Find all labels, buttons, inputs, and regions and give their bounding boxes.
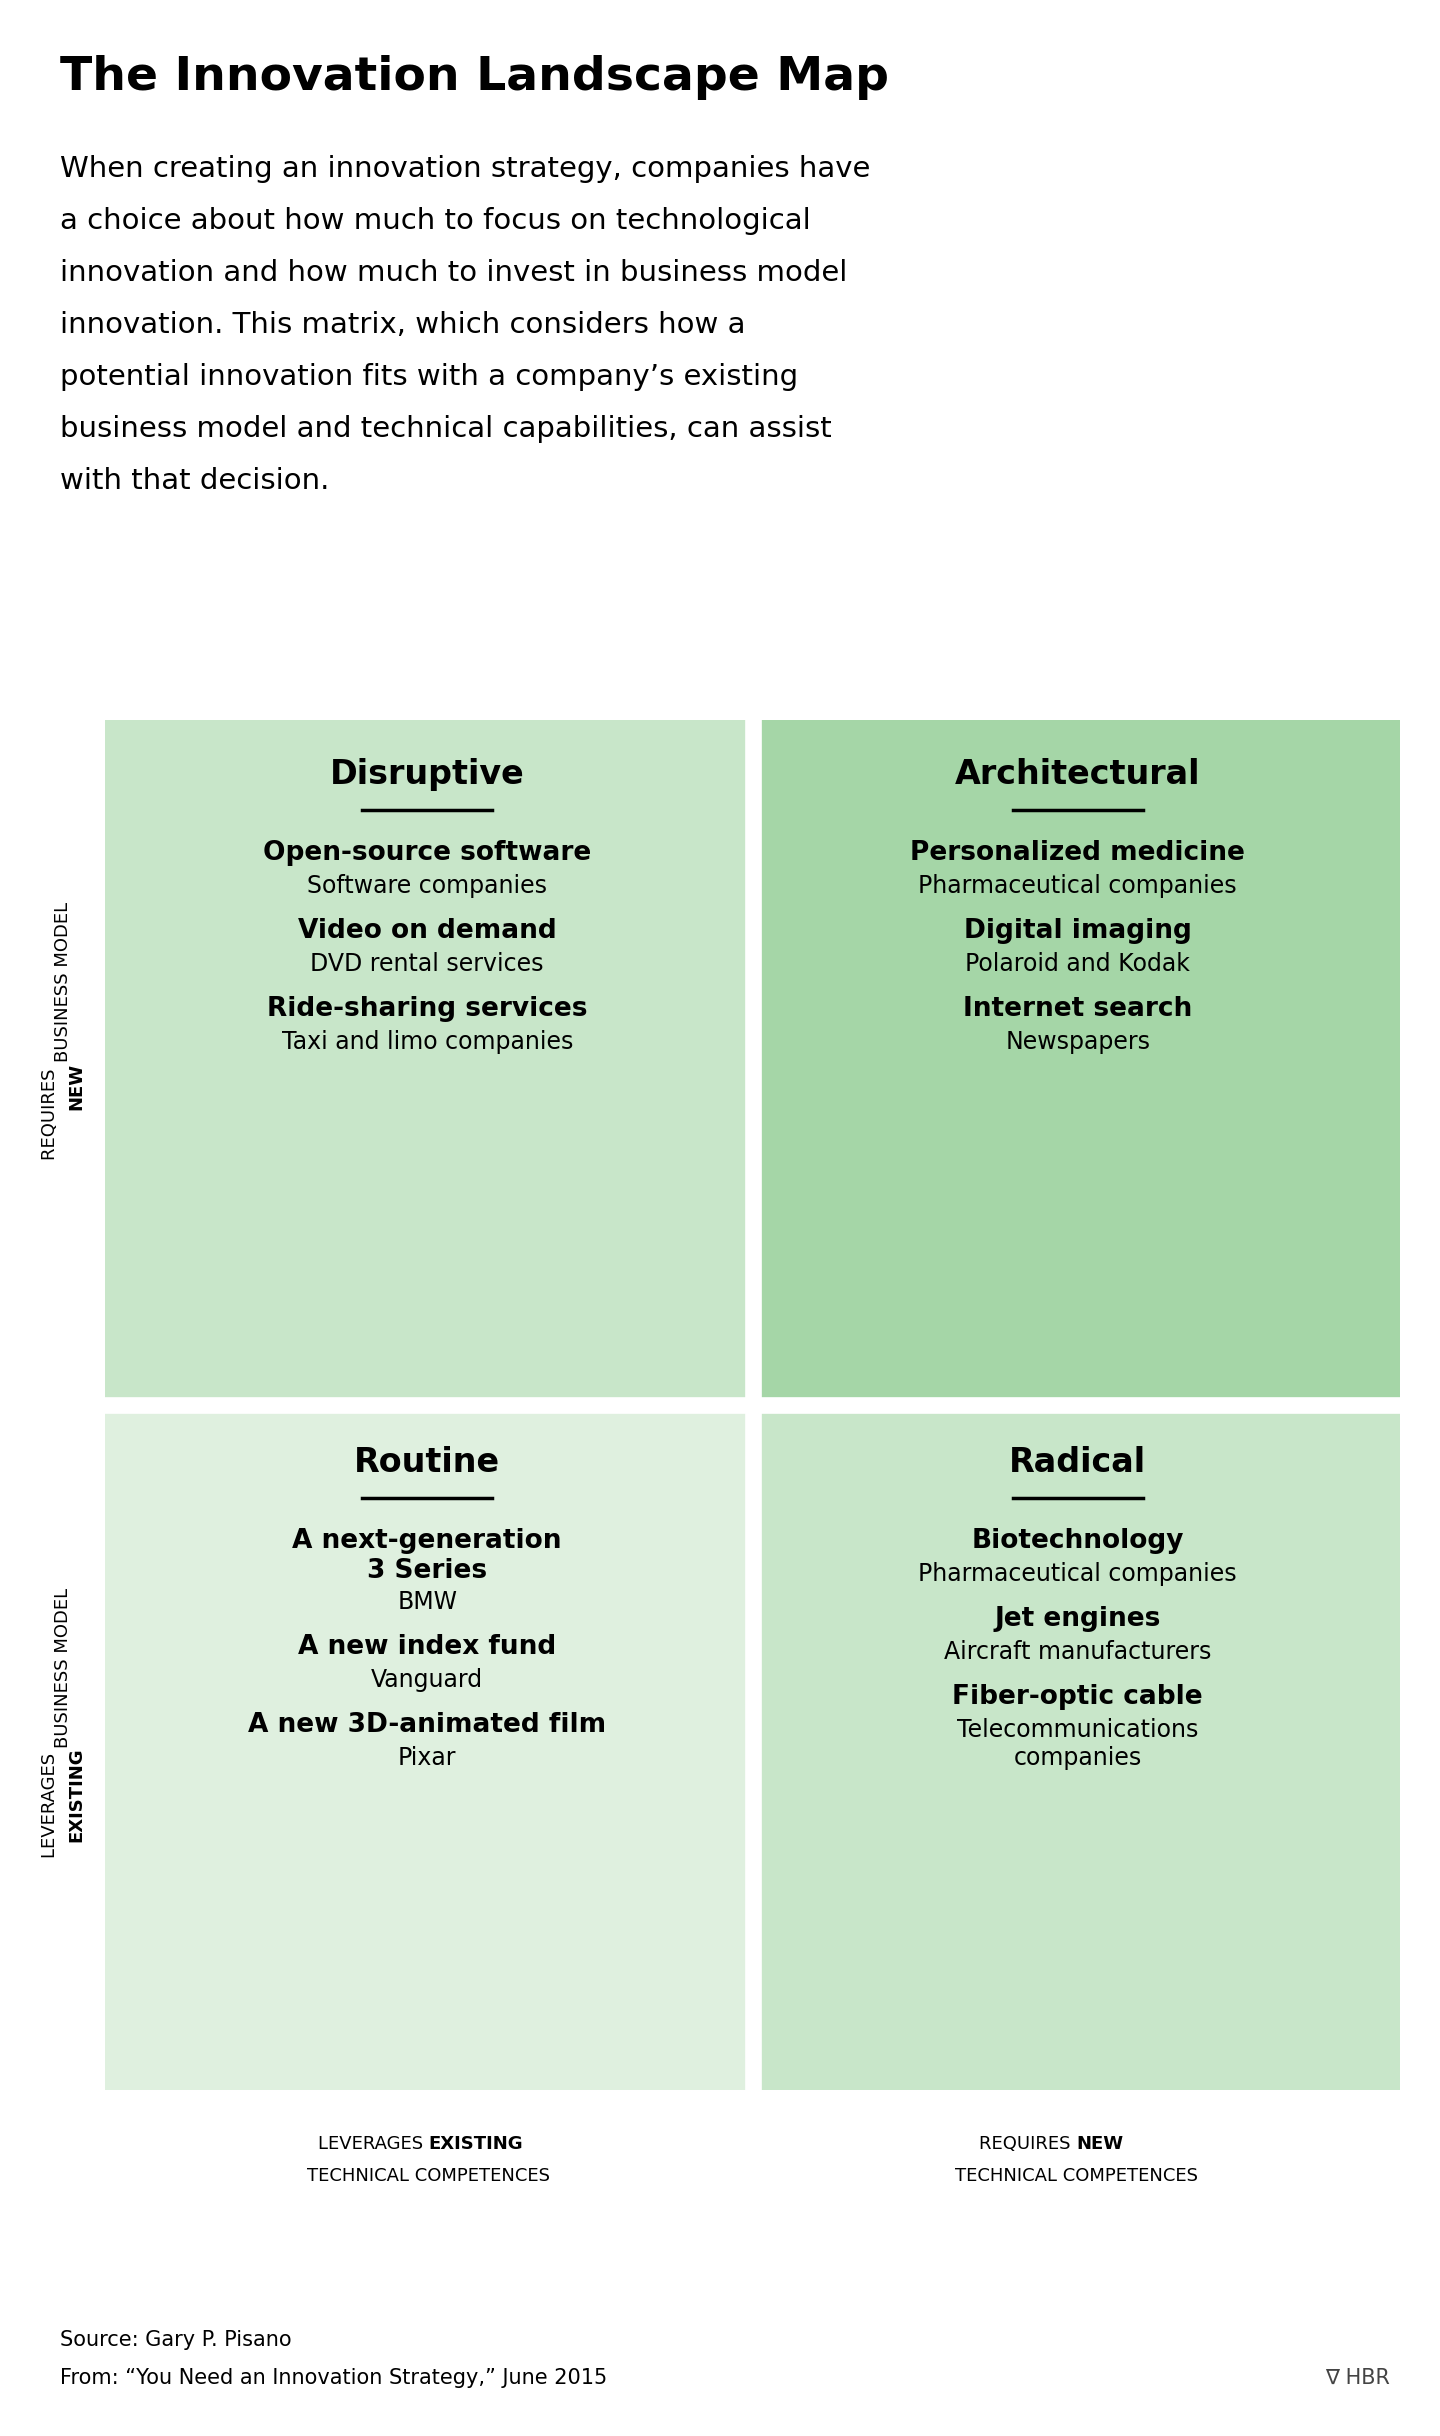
Bar	[105, 1408, 749, 2090]
Text: TECHNICAL COMPETENCES: TECHNICAL COMPETENCES	[307, 2168, 550, 2185]
Text: Open-source software: Open-source software	[264, 840, 592, 867]
Text: Vanguard: Vanguard	[372, 1669, 484, 1693]
Text: The Innovation Landscape Map: The Innovation Landscape Map	[60, 56, 888, 100]
Text: Newspapers: Newspapers	[1005, 1030, 1151, 1055]
Text: TECHNICAL COMPETENCES: TECHNICAL COMPETENCES	[955, 2168, 1198, 2185]
Text: A new 3D-animated film: A new 3D-animated film	[248, 1713, 606, 1737]
Bar	[756, 1408, 1400, 2090]
Text: Video on demand: Video on demand	[298, 918, 557, 945]
Text: Pixar: Pixar	[397, 1747, 456, 1771]
Text: Taxi and limo companies: Taxi and limo companies	[282, 1030, 573, 1055]
Text: business model and technical capabilities, can assist: business model and technical capabilitie…	[60, 414, 832, 443]
Text: Telecommunications
companies: Telecommunications companies	[958, 1717, 1198, 1771]
Text: REQUIRES: REQUIRES	[979, 2134, 1076, 2153]
Text: with that decision.: with that decision.	[60, 468, 330, 495]
Text: A next-generation
3 Series: A next-generation 3 Series	[292, 1527, 562, 1583]
Text: BUSINESS MODEL: BUSINESS MODEL	[55, 901, 72, 1062]
Text: Personalized medicine: Personalized medicine	[910, 840, 1246, 867]
Text: Architectural: Architectural	[955, 758, 1201, 792]
Text: LEVERAGES: LEVERAGES	[40, 1747, 59, 1859]
Text: innovation and how much to invest in business model: innovation and how much to invest in bus…	[60, 258, 847, 287]
Text: A new index fund: A new index fund	[298, 1635, 556, 1659]
Text: When creating an innovation strategy, companies have: When creating an innovation strategy, co…	[60, 156, 870, 183]
Text: Routine: Routine	[354, 1447, 500, 1479]
Text: Software companies: Software companies	[307, 875, 547, 899]
Text: EXISTING: EXISTING	[68, 1747, 85, 1842]
Text: Aircraft manufacturers: Aircraft manufacturers	[945, 1639, 1211, 1664]
Text: potential innovation fits with a company’s existing: potential innovation fits with a company…	[60, 363, 798, 392]
Text: Fiber-optic cable: Fiber-optic cable	[952, 1683, 1202, 1710]
Text: innovation. This matrix, which considers how a: innovation. This matrix, which considers…	[60, 312, 746, 339]
Text: From: “You Need an Innovation Strategy,” June 2015: From: “You Need an Innovation Strategy,”…	[60, 2368, 608, 2387]
Text: Disruptive: Disruptive	[330, 758, 524, 792]
Text: a choice about how much to focus on technological: a choice about how much to focus on tech…	[60, 207, 811, 234]
Text: BUSINESS MODEL: BUSINESS MODEL	[55, 1588, 72, 1747]
Text: Jet engines: Jet engines	[995, 1605, 1161, 1632]
Text: BMW: BMW	[397, 1591, 458, 1615]
Text: REQUIRES: REQUIRES	[40, 1062, 59, 1160]
Text: Internet search: Internet search	[963, 996, 1192, 1023]
Text: LEVERAGES: LEVERAGES	[318, 2134, 429, 2153]
Text: Ride-sharing services: Ride-sharing services	[266, 996, 588, 1023]
Text: ∇ HBR: ∇ HBR	[1325, 2368, 1390, 2387]
Text: Radical: Radical	[1009, 1447, 1146, 1479]
Text: NEW: NEW	[68, 1062, 85, 1111]
Text: DVD rental services: DVD rental services	[311, 952, 544, 977]
Text: Pharmaceutical companies: Pharmaceutical companies	[919, 1561, 1237, 1586]
Text: Digital imaging: Digital imaging	[963, 918, 1192, 945]
Bar	[105, 721, 749, 1403]
Text: Pharmaceutical companies: Pharmaceutical companies	[919, 875, 1237, 899]
Text: Polaroid and Kodak: Polaroid and Kodak	[965, 952, 1191, 977]
Text: Biotechnology: Biotechnology	[972, 1527, 1184, 1554]
Text: EXISTING: EXISTING	[429, 2134, 523, 2153]
Text: NEW: NEW	[1076, 2134, 1123, 2153]
Text: Source: Gary P. Pisano: Source: Gary P. Pisano	[60, 2329, 292, 2351]
Bar	[756, 721, 1400, 1403]
